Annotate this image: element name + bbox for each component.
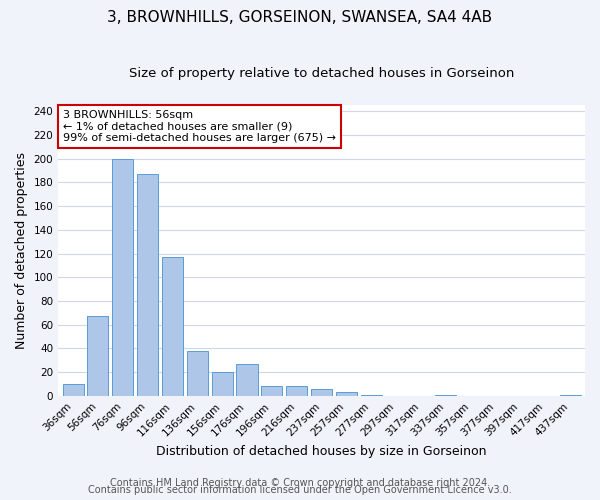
Bar [212,372,233,396]
Bar [236,364,257,396]
Bar [262,386,283,396]
Bar [311,388,332,396]
Text: 3, BROWNHILLS, GORSEINON, SWANSEA, SA4 4AB: 3, BROWNHILLS, GORSEINON, SWANSEA, SA4 4… [107,10,493,25]
X-axis label: Distribution of detached houses by size in Gorseinon: Distribution of detached houses by size … [157,444,487,458]
Text: Contains HM Land Registry data © Crown copyright and database right 2024.: Contains HM Land Registry data © Crown c… [110,478,490,488]
Text: Contains public sector information licensed under the Open Government Licence v3: Contains public sector information licen… [88,485,512,495]
Title: Size of property relative to detached houses in Gorseinon: Size of property relative to detached ho… [129,68,514,80]
Bar [435,394,457,396]
Bar [187,351,208,396]
Bar [361,394,382,396]
Bar [137,174,158,396]
Y-axis label: Number of detached properties: Number of detached properties [15,152,28,349]
Bar [62,384,83,396]
Bar [336,392,357,396]
Bar [286,386,307,396]
Bar [162,257,183,396]
Text: 3 BROWNHILLS: 56sqm
← 1% of detached houses are smaller (9)
99% of semi-detached: 3 BROWNHILLS: 56sqm ← 1% of detached hou… [64,110,337,143]
Bar [560,394,581,396]
Bar [112,158,133,396]
Bar [88,316,109,396]
